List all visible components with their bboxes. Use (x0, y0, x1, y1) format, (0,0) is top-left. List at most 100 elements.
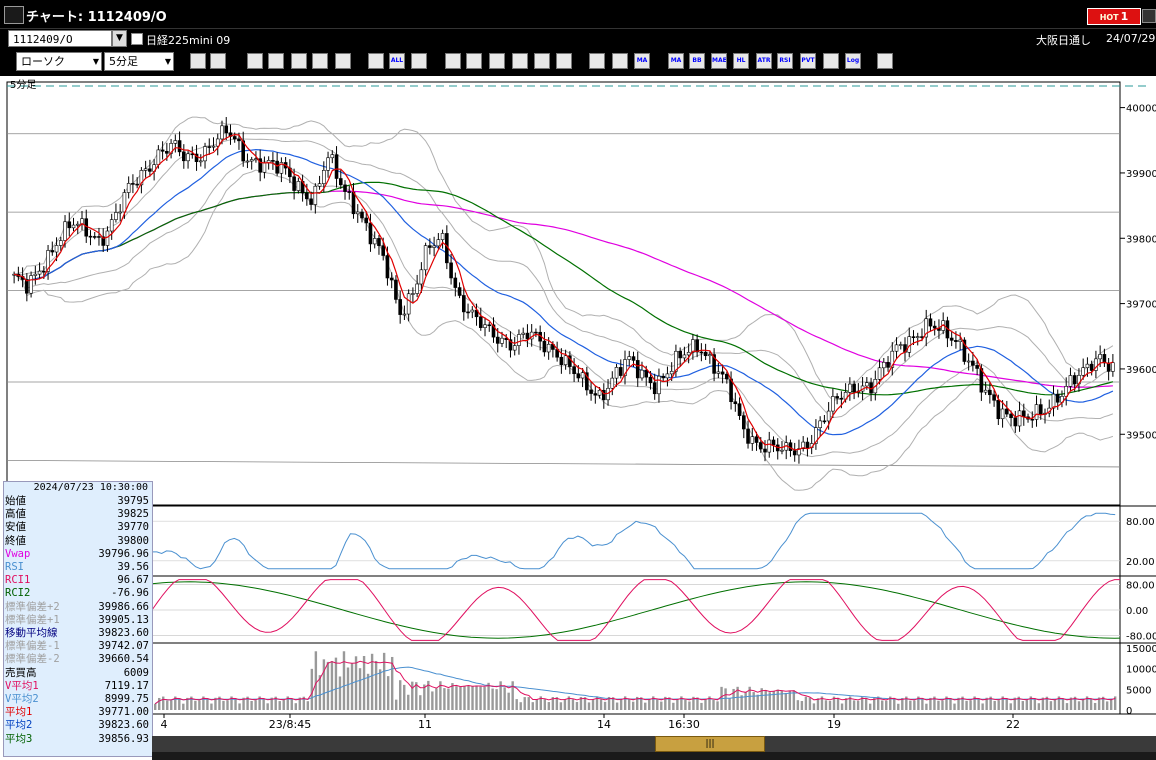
data-panel-row: RCI1 96.67 (4, 574, 152, 587)
data-panel-label: 平均1 (5, 706, 33, 719)
volume-bar (776, 689, 779, 710)
volume-bar (182, 703, 185, 710)
chevron-down-icon[interactable]: ▼ (112, 30, 127, 47)
volume-bar (619, 698, 623, 710)
volume-bar (1017, 696, 1020, 710)
toolbar-btn-color[interactable] (612, 53, 628, 69)
volume-bar (587, 702, 591, 710)
toolbar-btn-tool[interactable] (589, 53, 605, 69)
hot-button[interactable]: HOT 1 (1087, 8, 1141, 25)
volume-bar (788, 690, 792, 710)
volume-bar (740, 695, 743, 710)
volume-bar (652, 696, 655, 710)
toolbar-btn-pvt[interactable]: PVT (800, 53, 816, 69)
volume-bar (507, 692, 510, 710)
volume-bar (977, 698, 980, 710)
candle-body (29, 275, 33, 294)
candle-body (232, 136, 237, 140)
volume-bar (423, 684, 426, 710)
volume-bar (668, 697, 671, 710)
volume-bar (298, 697, 301, 710)
toolbar-btn-arrow[interactable] (489, 53, 505, 69)
volume-bar (254, 700, 257, 710)
toolbar-btn-line[interactable] (445, 53, 461, 69)
volume-bar (214, 697, 217, 710)
candle-body (1094, 358, 1098, 371)
close-icon[interactable] (1142, 9, 1156, 23)
price-pane-border (6, 81, 1121, 506)
volume-bar (286, 696, 289, 710)
horizontal-scrollbar[interactable] (152, 736, 1156, 752)
data-panel-label: 終値 (5, 534, 26, 547)
candle-body (737, 403, 742, 416)
toolbar-btn-all[interactable]: ALL (389, 53, 405, 69)
data-panel-row: RSI 39.56 (4, 561, 152, 574)
chart-type-select[interactable]: ローソク ▼ (16, 52, 102, 71)
toolbar-btn-atr[interactable]: ATR (756, 53, 772, 69)
candle-body (1055, 393, 1060, 403)
candle-body (135, 183, 139, 186)
toolbar-btn-mae[interactable]: MAE (711, 53, 727, 69)
toolbar-btn-list[interactable] (512, 53, 528, 69)
candle-body (453, 277, 458, 288)
toolbar-btn-candle-b[interactable] (368, 53, 384, 69)
toolbar-btn-bb[interactable]: BB (689, 53, 705, 69)
data-panel-row: 売買高 6009 (4, 667, 152, 680)
toolbar-btn-ma[interactable]: MA (668, 53, 684, 69)
volume-bar (1081, 699, 1085, 710)
toolbar-btn-ma[interactable]: MA (634, 53, 650, 69)
candle-body (309, 198, 313, 205)
interval-select[interactable]: 5分足 ▼ (104, 52, 174, 71)
toolbar-btn-exit[interactable] (877, 53, 893, 69)
volume-bar (519, 702, 522, 710)
volume-bar (374, 660, 378, 710)
toolbar-btn-draw[interactable] (247, 53, 263, 69)
volume-tick-label: 15000 (1126, 644, 1156, 655)
volume-bar (338, 676, 342, 710)
volume-bar (925, 703, 928, 710)
volume-bar (905, 696, 908, 710)
candle-body (763, 448, 767, 453)
candle-body (865, 382, 869, 387)
candle-body (826, 410, 831, 422)
candle-body (589, 389, 593, 394)
data-panel-label: Vwap (5, 547, 31, 560)
toolbar-btn-pen[interactable] (411, 53, 427, 69)
toolbar-btn-graph[interactable] (268, 53, 284, 69)
candle-body (678, 350, 682, 359)
toolbar-btn-rsi[interactable]: RSI (777, 53, 793, 69)
volume-bar (897, 703, 900, 710)
data-panel-value: 39770 (117, 521, 149, 534)
candle-body (805, 441, 810, 448)
toolbar-btn-box[interactable] (823, 53, 839, 69)
candle-body (924, 318, 929, 338)
toolbar-btn-trash[interactable] (534, 53, 550, 69)
volume-bar (270, 697, 273, 710)
price-tick-label: 39500 (1126, 430, 1156, 441)
toolbar-btn-crosshair[interactable] (210, 53, 226, 69)
toolbar-btn-hl[interactable]: HL (733, 53, 749, 69)
interval-value: 5分足 (109, 55, 138, 68)
toolbar-btn-zoom[interactable] (190, 53, 206, 69)
toolbar-btn-log[interactable]: Log (845, 53, 861, 69)
volume-bar (636, 696, 639, 710)
candle-body (754, 436, 759, 443)
rci1-line (151, 579, 1120, 641)
ma2-line (13, 148, 1114, 436)
candle-body (394, 279, 398, 300)
toolbar-btn-compare[interactable] (291, 53, 307, 69)
toolbar-btn-settings[interactable] (556, 53, 572, 69)
scrollbar-thumb[interactable]: ||| (655, 736, 765, 752)
toolbar-btn-cursor[interactable] (466, 53, 482, 69)
volume-bar (575, 701, 579, 710)
candle-body (932, 325, 937, 329)
symbol-input[interactable]: 1112409/O (8, 30, 112, 47)
toolbar-btn-lock[interactable] (312, 53, 328, 69)
toolbar-btn-candle-a[interactable] (335, 53, 351, 69)
chart-area[interactable]: 40000 39900 39800 39700 39600 39500 5分足 80.00 20… (0, 76, 1156, 760)
chart-canvas[interactable]: 40000 39900 39800 39700 39600 39500 5分足 80.00 20… (0, 76, 1156, 760)
candle-body (741, 415, 746, 430)
data-panel-label: 標準偏差-1 (5, 640, 60, 653)
volume-bar (274, 696, 277, 710)
candle-body (334, 154, 339, 179)
